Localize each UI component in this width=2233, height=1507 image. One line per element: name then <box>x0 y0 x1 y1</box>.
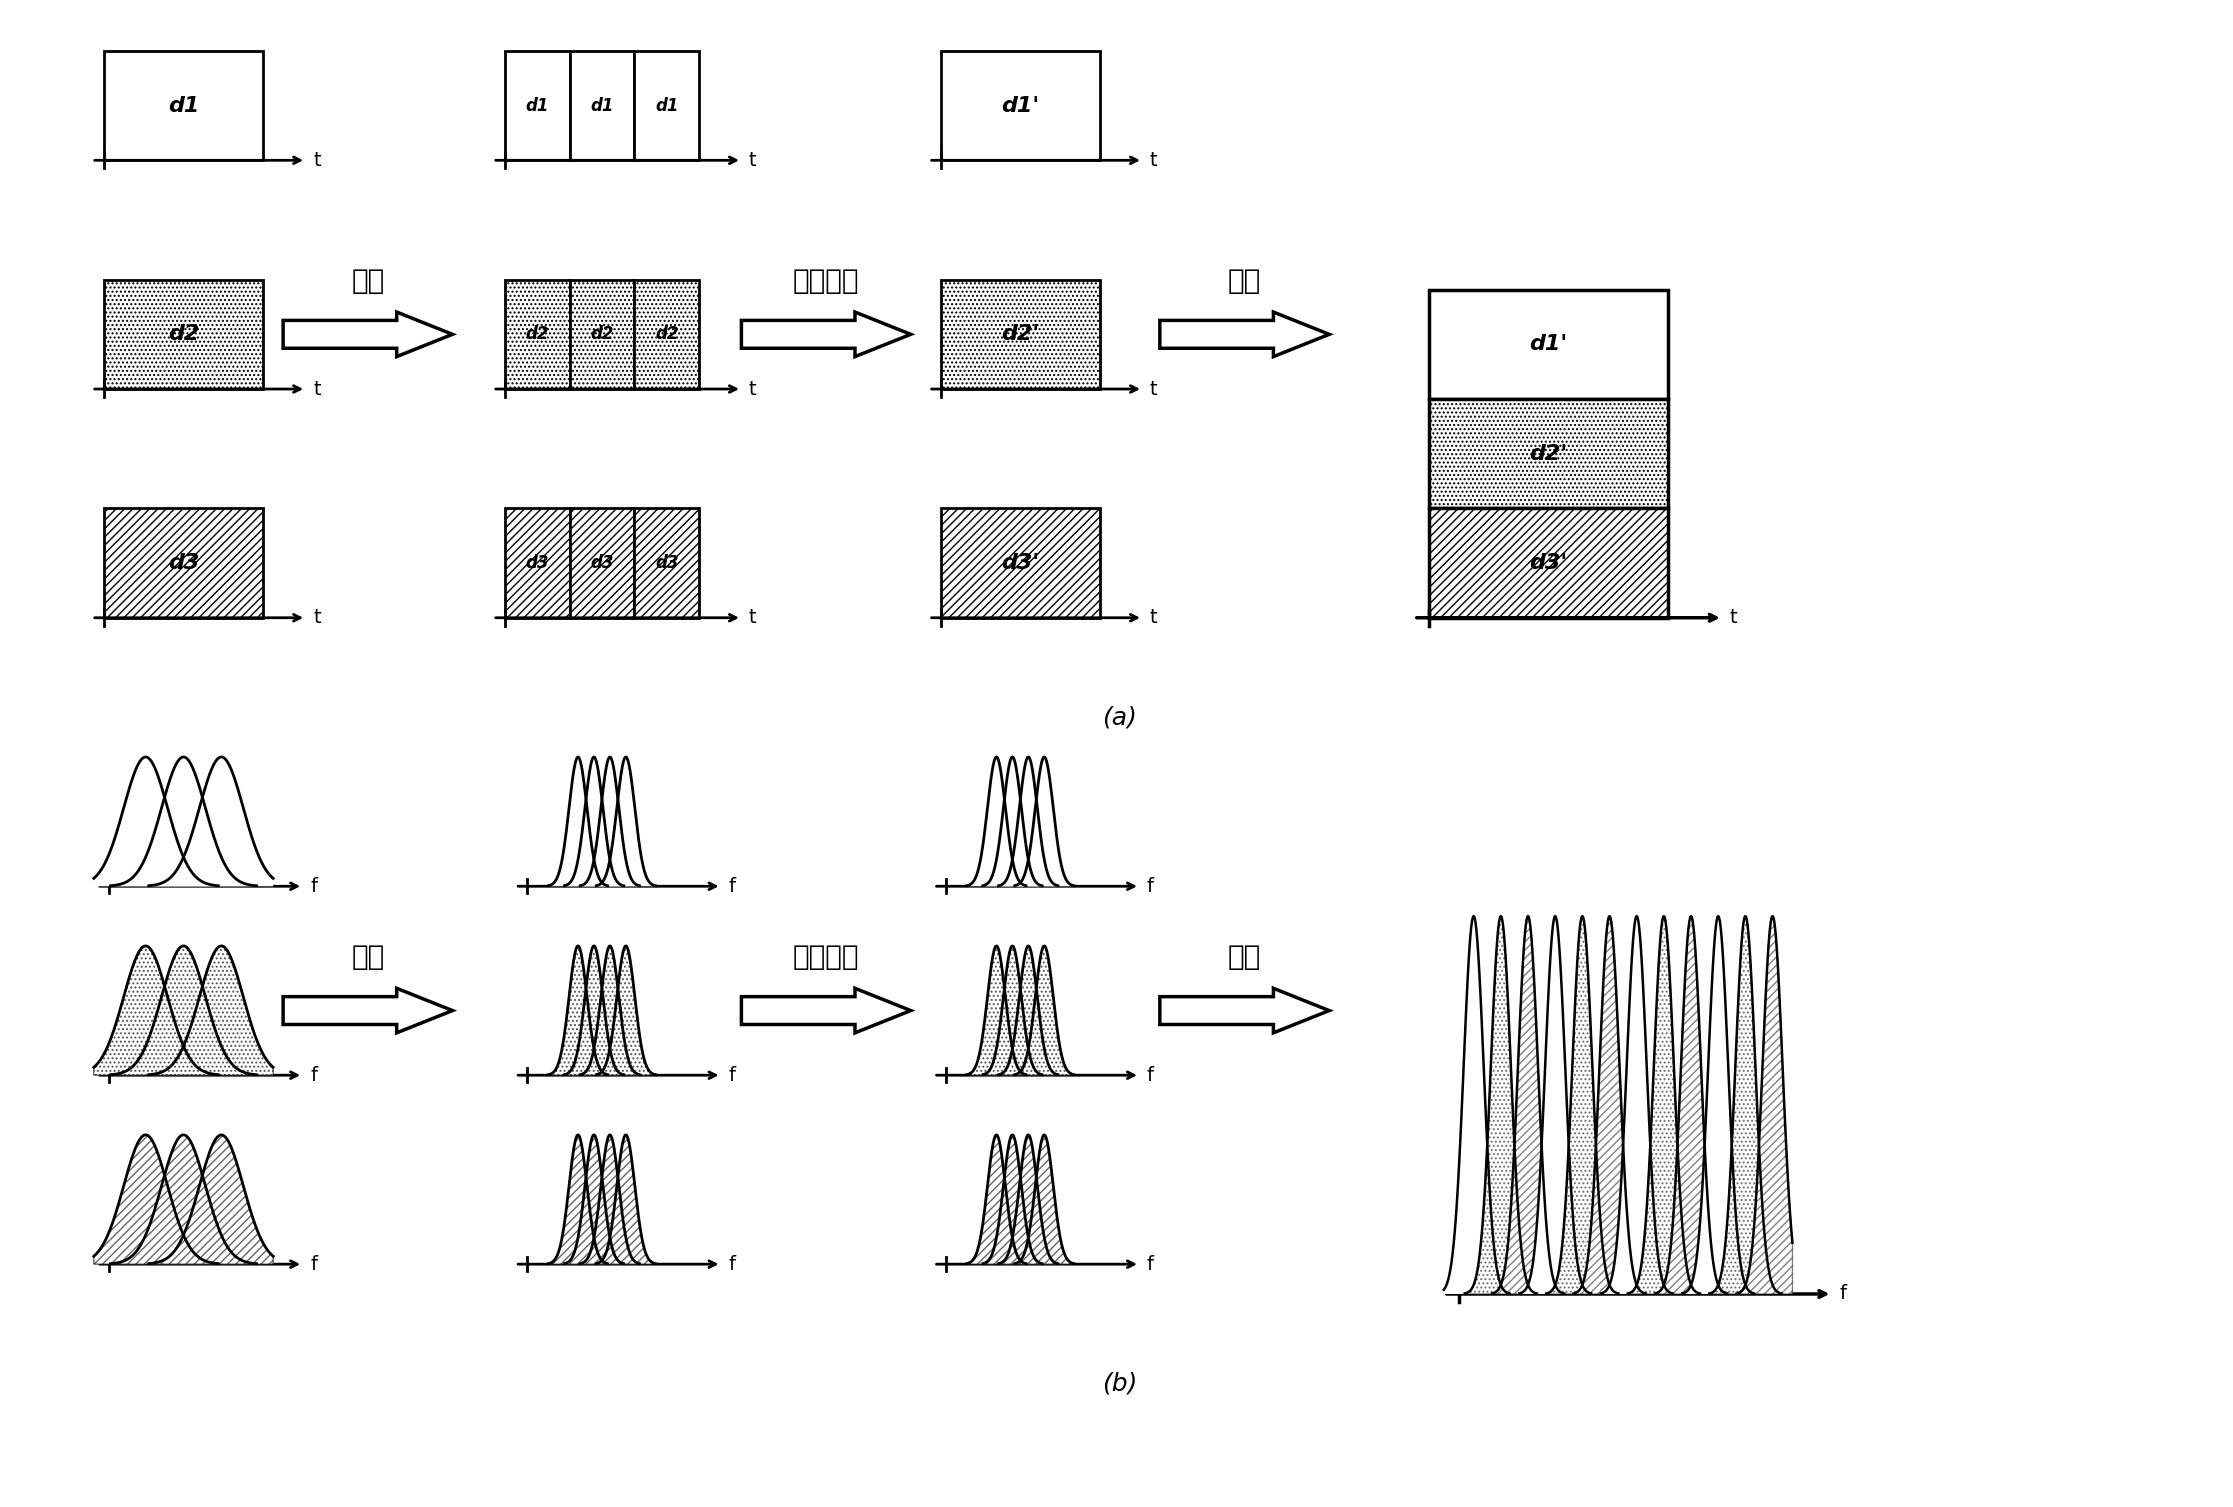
Text: (b): (b) <box>1103 1371 1137 1395</box>
Polygon shape <box>284 312 453 357</box>
Bar <box>505 508 569 618</box>
Text: f: f <box>1148 877 1154 895</box>
Text: t: t <box>313 151 322 170</box>
Bar <box>505 51 569 160</box>
Bar <box>103 508 263 618</box>
Text: t: t <box>1150 609 1157 627</box>
Text: 相位偏移: 相位偏移 <box>793 943 860 971</box>
Bar <box>505 280 569 389</box>
Text: f: f <box>310 1065 317 1085</box>
Text: 重复: 重复 <box>351 943 384 971</box>
Text: d3: d3 <box>525 555 549 573</box>
Text: d1: d1 <box>590 96 614 115</box>
Text: d1: d1 <box>167 95 199 116</box>
Polygon shape <box>284 989 453 1032</box>
Text: 相位偏移: 相位偏移 <box>793 267 860 294</box>
Text: f: f <box>310 877 317 895</box>
Text: d1': d1' <box>1530 335 1568 354</box>
Text: d2': d2' <box>1530 443 1568 464</box>
Polygon shape <box>1159 312 1329 357</box>
Bar <box>940 508 1101 618</box>
Bar <box>103 280 263 389</box>
Text: t: t <box>313 609 322 627</box>
Bar <box>1429 399 1668 508</box>
Text: 重复: 重复 <box>351 267 384 294</box>
Text: t: t <box>1731 609 1737 627</box>
Text: t: t <box>748 609 757 627</box>
Bar <box>1429 289 1668 399</box>
Text: 组合: 组合 <box>1228 267 1262 294</box>
Text: f: f <box>1840 1284 1847 1304</box>
Bar <box>940 51 1101 160</box>
Text: d1': d1' <box>1000 95 1041 116</box>
Text: d3': d3' <box>1000 553 1041 573</box>
Bar <box>940 280 1101 389</box>
Text: d3: d3 <box>167 553 199 573</box>
Text: t: t <box>1150 380 1157 398</box>
Bar <box>569 51 634 160</box>
Bar <box>634 508 699 618</box>
Text: f: f <box>728 877 735 895</box>
Text: f: f <box>1148 1065 1154 1085</box>
Bar <box>569 508 634 618</box>
Text: 组合: 组合 <box>1228 943 1262 971</box>
Text: d3': d3' <box>1530 553 1568 573</box>
Text: t: t <box>748 151 757 170</box>
Bar <box>634 51 699 160</box>
Bar <box>1429 508 1668 618</box>
Text: d2: d2 <box>167 324 199 344</box>
Polygon shape <box>741 989 911 1032</box>
Text: t: t <box>313 380 322 398</box>
Text: d2': d2' <box>1000 324 1041 344</box>
Text: d3: d3 <box>590 555 614 573</box>
Text: f: f <box>728 1255 735 1273</box>
Polygon shape <box>1159 989 1329 1032</box>
Text: d2: d2 <box>654 326 679 344</box>
Text: d2: d2 <box>590 326 614 344</box>
Text: d1: d1 <box>525 96 549 115</box>
Bar <box>103 51 263 160</box>
Text: f: f <box>728 1065 735 1085</box>
Text: t: t <box>748 380 757 398</box>
Text: t: t <box>1150 151 1157 170</box>
Text: f: f <box>310 1255 317 1273</box>
Text: d3: d3 <box>654 555 679 573</box>
Text: (a): (a) <box>1103 705 1137 729</box>
Bar <box>569 280 634 389</box>
Text: f: f <box>1148 1255 1154 1273</box>
Polygon shape <box>741 312 911 357</box>
Text: d1: d1 <box>654 96 679 115</box>
Bar <box>634 280 699 389</box>
Text: d2: d2 <box>525 326 549 344</box>
